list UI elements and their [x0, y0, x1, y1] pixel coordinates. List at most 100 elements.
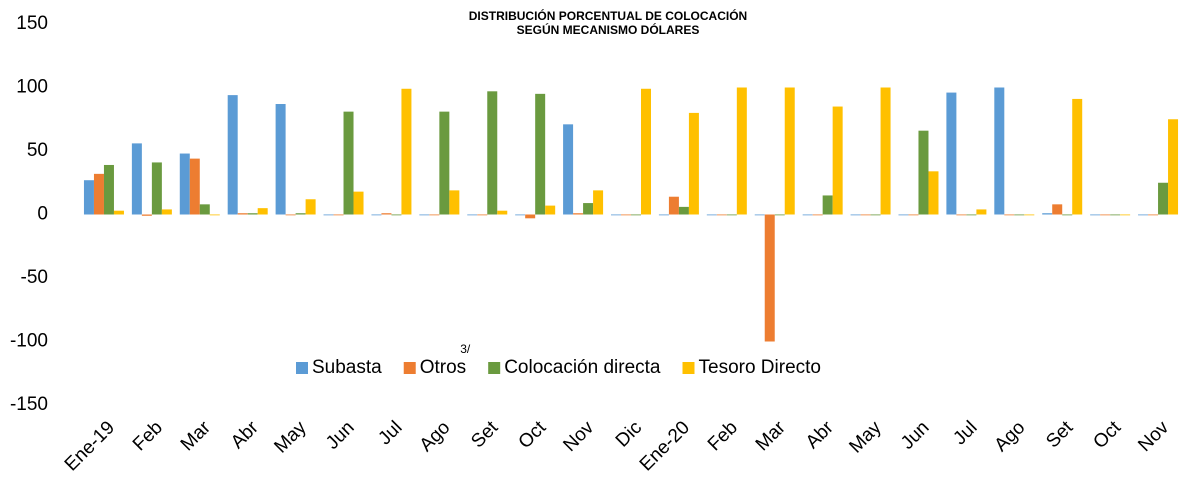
bar: [774, 214, 785, 216]
x-tick-label: Mar: [177, 417, 215, 455]
bar: [812, 214, 823, 216]
x-tick-label: Nov: [559, 417, 598, 456]
bar: [1090, 214, 1101, 216]
bar: [257, 208, 268, 215]
bar: [275, 104, 286, 215]
x-tick-label: Set: [1042, 417, 1078, 453]
bar: [976, 209, 987, 215]
legend-swatch: [682, 362, 695, 374]
bar: [784, 87, 795, 215]
x-tick-label: Jul: [949, 417, 981, 449]
bar: [209, 214, 220, 216]
bar: [515, 214, 526, 216]
bar: [1024, 214, 1035, 216]
bar: [295, 213, 306, 215]
bar: [1158, 182, 1169, 215]
bar: [179, 153, 190, 215]
bar: [1168, 119, 1179, 215]
bar: [113, 210, 124, 215]
bar: [497, 210, 508, 215]
x-tick-label: Ene-20: [636, 417, 694, 475]
bar: [285, 214, 296, 216]
bar: [535, 93, 546, 215]
legend-label: Subasta: [312, 357, 382, 378]
x-tick-label: Oct: [515, 417, 551, 453]
bar: [1042, 213, 1053, 215]
x-tick-label: Jun: [897, 417, 934, 454]
x-tick-label: Feb: [704, 417, 742, 455]
bar: [870, 214, 881, 216]
bar: [946, 92, 957, 215]
y-tick-label: -100: [10, 331, 48, 352]
bar: [227, 95, 238, 215]
bar: [487, 91, 498, 215]
bar: [754, 214, 765, 216]
bar: [189, 158, 200, 215]
legend-swatch: [488, 362, 501, 374]
x-tick-label: Ago: [991, 417, 1030, 456]
bar: [678, 206, 689, 215]
bar: [1062, 214, 1073, 216]
bar: [545, 205, 556, 215]
y-tick-label: -50: [21, 267, 48, 288]
y-tick-label: 100: [16, 77, 48, 98]
bar: [1004, 214, 1015, 216]
x-tick-label: Jul: [374, 417, 406, 449]
bar: [898, 214, 909, 216]
bar: [93, 173, 104, 215]
bar: [1072, 98, 1083, 215]
x-tick-label: Abr: [227, 417, 263, 453]
bar: [401, 88, 412, 215]
legend-swatch: [296, 362, 308, 374]
x-tick-label: Feb: [129, 417, 167, 455]
bar: [880, 87, 891, 215]
bar: [1138, 214, 1149, 216]
legend-label: Otros: [420, 357, 466, 378]
x-tick-label: Oct: [1089, 417, 1125, 453]
bar: [353, 191, 364, 215]
bar: [966, 214, 977, 216]
x-tick-label: Nov: [1134, 417, 1173, 456]
bar: [908, 214, 919, 216]
bar: [391, 214, 402, 216]
bar: [918, 130, 929, 215]
x-tick-label: Mar: [752, 417, 790, 455]
chart-title: DISTRIBUCIÓN PORCENTUAL DE COLOCACIÓN: [469, 8, 747, 23]
y-tick-label: 150: [16, 13, 48, 34]
bar: [573, 213, 584, 215]
y-tick-label: 50: [27, 140, 48, 161]
bar: [621, 214, 631, 216]
bar: [563, 124, 574, 215]
bar: [641, 88, 651, 215]
bar: [477, 214, 488, 216]
x-tick-label: May: [845, 417, 886, 458]
legend-label: Colocación directa: [504, 357, 661, 378]
bar: [449, 190, 460, 215]
bar: [631, 214, 641, 216]
bar: [1120, 214, 1131, 216]
bar: [832, 106, 843, 215]
bar: [1014, 214, 1025, 216]
x-tick-label: Abr: [802, 417, 838, 453]
bar: [237, 213, 248, 215]
bar: [333, 214, 344, 216]
bar: [726, 214, 737, 216]
bar: [151, 162, 162, 215]
bar: [668, 196, 679, 215]
bar: [305, 199, 316, 215]
bar: [323, 214, 334, 216]
bar: [736, 87, 747, 215]
bar: [1110, 214, 1121, 216]
y-tick-label: -150: [10, 394, 48, 415]
bar: [928, 171, 939, 215]
x-tick-label: Ene-19: [61, 417, 119, 475]
bar: [860, 214, 871, 216]
bar: [593, 190, 604, 215]
bar: [658, 214, 669, 216]
bar: [822, 195, 833, 215]
bar: [706, 214, 717, 216]
bar: [439, 111, 450, 215]
bar: [956, 214, 967, 216]
bar: [764, 214, 775, 342]
